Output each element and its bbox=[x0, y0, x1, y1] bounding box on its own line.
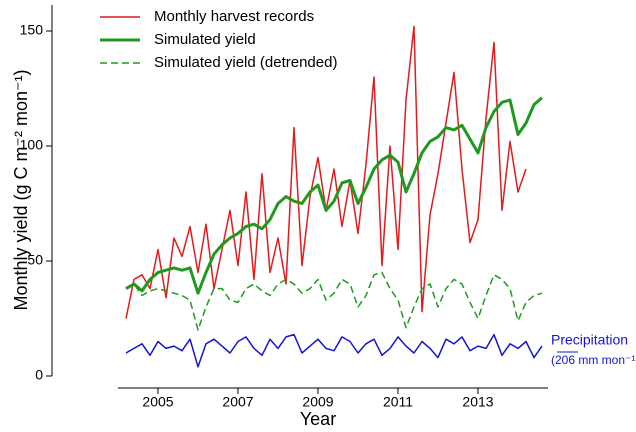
y-tick-label: 100 bbox=[20, 137, 44, 153]
x-tick-label: 2005 bbox=[142, 394, 173, 410]
series-direct-label: Precipitation bbox=[551, 332, 628, 348]
legend-label: Monthly harvest records bbox=[154, 8, 314, 25]
series-line bbox=[125, 271, 543, 331]
x-tick-label: 2013 bbox=[462, 394, 493, 410]
series-line bbox=[125, 333, 543, 368]
y-tick-label: 50 bbox=[27, 252, 43, 268]
x-tick-label: 2009 bbox=[302, 394, 333, 410]
y-axis-label: Monthly yield (g C m⁻² mon⁻¹) bbox=[11, 69, 31, 310]
legend-label: Simulated yield bbox=[154, 31, 256, 48]
x-axis-label: Year bbox=[300, 409, 336, 429]
y-tick-label: 0 bbox=[35, 367, 43, 383]
x-tick-label: 2007 bbox=[222, 394, 253, 410]
series-unit-label: (206 mm mon⁻¹) bbox=[551, 353, 636, 367]
legend-label: Simulated yield (detrended) bbox=[154, 54, 337, 71]
y-tick-label: 150 bbox=[20, 22, 44, 38]
x-tick-label: 2011 bbox=[383, 394, 413, 410]
series-line bbox=[125, 96, 543, 295]
